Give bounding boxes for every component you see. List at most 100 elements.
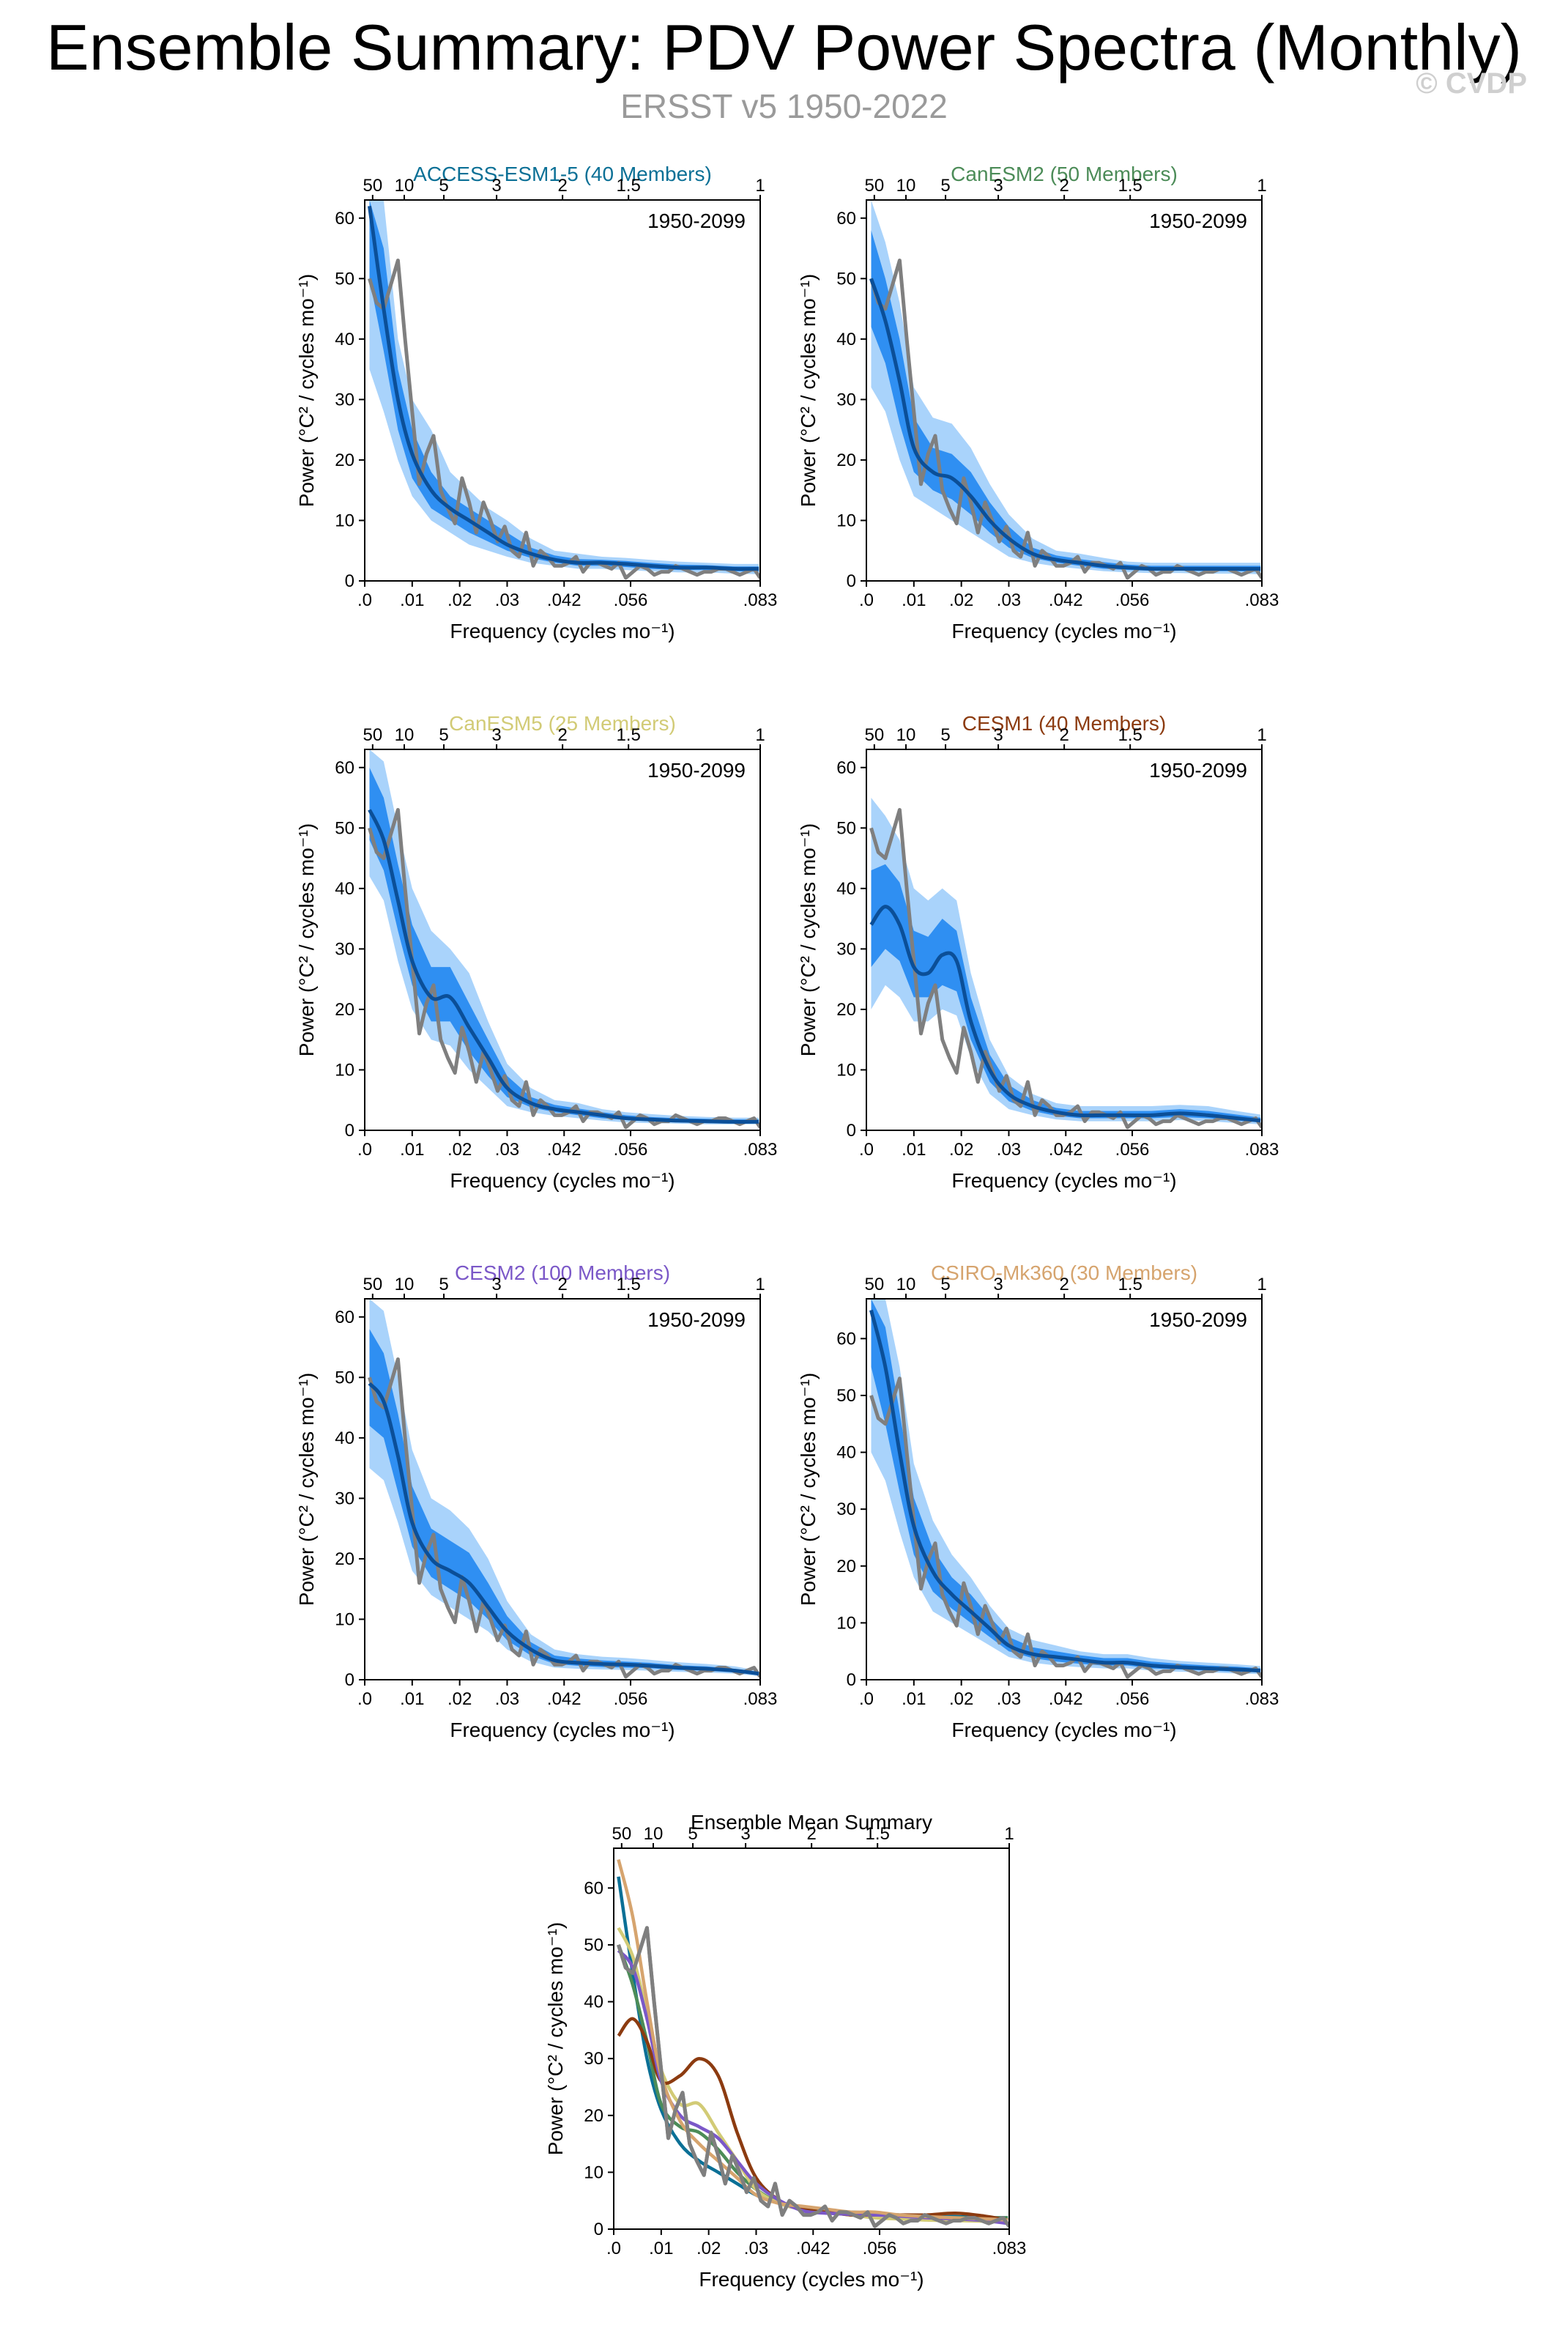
period-tick-label: 50 xyxy=(363,1275,382,1294)
period-label: 1950-2099 xyxy=(1149,759,1247,782)
period-tick-label: 1 xyxy=(1257,176,1266,196)
x-tick-label: .042 xyxy=(796,2239,831,2258)
y-tick-label: 50 xyxy=(335,269,354,289)
x-tick-label: .056 xyxy=(1115,590,1150,610)
ensemble-mean-line xyxy=(368,205,759,571)
x-axis-label: Frequency (cycles mo⁻¹) xyxy=(450,1719,675,1741)
period-tick-label: 1.5 xyxy=(1118,725,1142,745)
y-tick-label: 40 xyxy=(335,1428,354,1448)
x-tick-label: .03 xyxy=(495,590,519,610)
y-axis-label: Power (°C² / cycles mo⁻¹) xyxy=(544,1922,567,2155)
period-tick-label: 1 xyxy=(1257,1275,1266,1294)
chart-panel-cesm1: CESM1 (40 Members)50 10 5 3 2 1.5 101020304050… xyxy=(797,712,1279,1192)
ensemble-mean-line xyxy=(368,809,759,1124)
y-tick-label: 40 xyxy=(335,879,354,899)
x-tick-label: .083 xyxy=(1245,1140,1279,1160)
x-tick-label: .01 xyxy=(649,2239,673,2258)
ensemble-range-band xyxy=(871,1299,1261,1675)
y-tick-label: 50 xyxy=(836,1386,856,1406)
copyright-watermark: © CVDP xyxy=(1416,67,1527,100)
x-tick-label: .083 xyxy=(743,1689,778,1709)
x-tick-label: .02 xyxy=(447,590,472,610)
period-tick-label: 2 xyxy=(1059,1275,1069,1294)
x-axis-label: Frequency (cycles mo⁻¹) xyxy=(951,1719,1176,1741)
period-tick-label: 5 xyxy=(439,725,448,745)
plot-area xyxy=(869,798,1262,1130)
y-tick-label: 40 xyxy=(836,1443,856,1463)
chart-title: CESM1 (40 Members) xyxy=(962,712,1167,735)
ensemble-interquartile-band xyxy=(871,230,1261,572)
x-tick-label: .01 xyxy=(400,1689,424,1709)
x-tick-label: .042 xyxy=(1049,590,1083,610)
x-tick-label: .03 xyxy=(997,1140,1021,1160)
y-tick-label: 30 xyxy=(335,390,354,409)
period-tick-label: 1.5 xyxy=(1118,1275,1142,1294)
x-tick-label: .03 xyxy=(997,590,1021,610)
period-tick-label: 1 xyxy=(1004,1824,1014,1844)
y-tick-label: 20 xyxy=(584,2106,603,2126)
series-line-cesm2 xyxy=(617,1949,1008,2225)
x-tick-label: .083 xyxy=(1245,1689,1279,1709)
plot-area xyxy=(368,749,760,1130)
x-tick-label: .03 xyxy=(495,1140,519,1160)
x-tick-label: .056 xyxy=(1115,1140,1150,1160)
y-tick-label: 50 xyxy=(584,1935,603,1955)
period-tick-label: 1.5 xyxy=(1118,176,1142,196)
y-tick-label: 10 xyxy=(335,1060,354,1080)
chart-title: CanESM5 (25 Members) xyxy=(449,712,676,735)
period-tick-label: 50 xyxy=(864,725,884,745)
y-tick-label: 40 xyxy=(335,330,354,349)
x-tick-label: .02 xyxy=(949,1689,973,1709)
ensemble-range-band xyxy=(871,200,1261,574)
x-tick-label: .042 xyxy=(547,1140,582,1160)
x-tick-label: .083 xyxy=(992,2239,1027,2258)
y-tick-label: 50 xyxy=(335,818,354,838)
period-tick-label: 10 xyxy=(395,1275,415,1294)
period-label: 1950-2099 xyxy=(647,210,746,232)
period-tick-label: 5 xyxy=(439,1275,448,1294)
ensemble-mean-line xyxy=(869,278,1261,571)
x-tick-label: .03 xyxy=(997,1689,1021,1709)
period-label: 1950-2099 xyxy=(647,759,746,782)
y-tick-label: 60 xyxy=(584,1878,603,1898)
x-tick-label: .056 xyxy=(614,590,648,610)
x-tick-label: .083 xyxy=(743,590,778,610)
period-tick-label: 1 xyxy=(755,1275,765,1294)
period-tick-label: 3 xyxy=(740,1824,750,1844)
y-axis-label: Power (°C² / cycles mo⁻¹) xyxy=(295,1373,318,1606)
x-axis-label: Frequency (cycles mo⁻¹) xyxy=(450,620,675,642)
period-tick-label: 50 xyxy=(864,176,884,196)
x-tick-label: .02 xyxy=(949,590,973,610)
chart-title: ACCESS-ESM1-5 (40 Members) xyxy=(413,163,712,185)
period-tick-label: 3 xyxy=(993,176,1003,196)
plot-frame xyxy=(364,1298,761,1680)
period-tick-label: 50 xyxy=(864,1275,884,1294)
ensemble-interquartile-band xyxy=(871,1299,1261,1672)
ensemble-range-band xyxy=(369,200,759,574)
x-tick-label: .02 xyxy=(447,1689,472,1709)
ensemble-range-band xyxy=(369,749,759,1124)
y-tick-label: 30 xyxy=(335,939,354,959)
chart-panel-csiro: CSIRO-Mk360 (30 Members)50 10 5 3 2 1.5 101020… xyxy=(797,1261,1279,1741)
x-tick-label: .083 xyxy=(1245,590,1279,610)
plot-area xyxy=(368,200,760,580)
period-tick-label: 5 xyxy=(940,1275,950,1294)
y-tick-label: 40 xyxy=(836,330,856,349)
y-tick-label: 50 xyxy=(335,1368,354,1387)
y-tick-label: 20 xyxy=(335,451,354,470)
x-tick-label: .02 xyxy=(447,1140,472,1160)
y-axis-label: Power (°C² / cycles mo⁻¹) xyxy=(797,274,820,507)
y-tick-label: 10 xyxy=(584,2162,603,2182)
y-tick-label: 0 xyxy=(594,2220,603,2239)
x-axis-label: Frequency (cycles mo⁻¹) xyxy=(699,2268,924,2291)
period-label: 1950-2099 xyxy=(1149,1308,1247,1331)
period-tick-label: 10 xyxy=(395,725,415,745)
plot-frame xyxy=(613,1847,1010,2230)
x-tick-label: .056 xyxy=(863,2239,897,2258)
chart-panel-access: ACCESS-ESM1-5 (40 Members)50 10 5 3 2 1.5 1010… xyxy=(295,163,778,642)
period-tick-label: 50 xyxy=(612,1824,631,1844)
y-axis-label: Power (°C² / cycles mo⁻¹) xyxy=(797,823,820,1056)
y-tick-label: 60 xyxy=(836,1329,856,1349)
y-tick-label: 50 xyxy=(836,269,856,289)
y-tick-label: 40 xyxy=(836,879,856,899)
